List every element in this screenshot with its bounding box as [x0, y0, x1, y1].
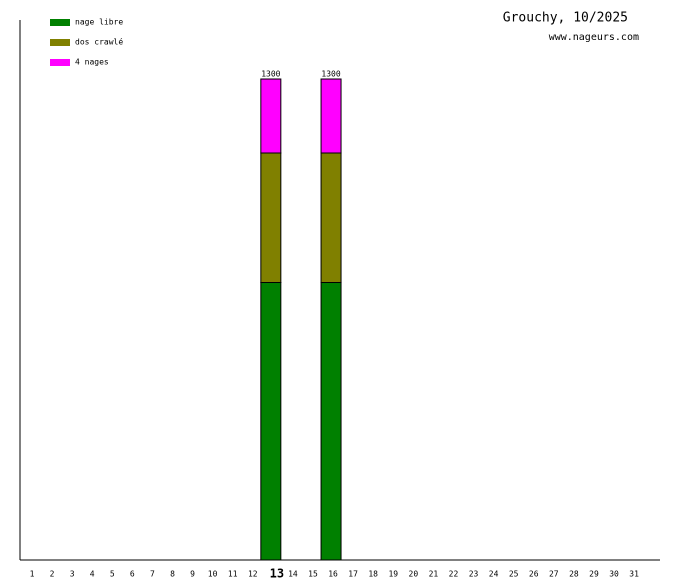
x-tick-label: 23 — [469, 570, 479, 579]
x-tick-label: 16 — [328, 570, 338, 579]
x-tick-label: 11 — [228, 570, 238, 579]
bar-segment — [260, 78, 282, 154]
x-tick-label: 13 — [270, 567, 284, 580]
x-tick-label: 25 — [509, 570, 519, 579]
x-tick-label: 10 — [208, 570, 218, 579]
x-tick-label: 8 — [170, 570, 175, 579]
bar-segment — [320, 152, 342, 283]
total-label: 1300 — [261, 70, 280, 79]
chart-title: Grouchy, 10/2025 — [503, 11, 628, 26]
x-tick-label: 17 — [348, 570, 358, 579]
x-tick-label: 20 — [409, 570, 419, 579]
legend-label: nage libre — [75, 18, 123, 27]
legend-swatch — [50, 59, 70, 66]
x-tick-label: 2 — [50, 570, 55, 579]
bar-segment — [260, 152, 282, 283]
x-tick-label: 12 — [248, 570, 258, 579]
x-tick-label: 9 — [190, 570, 195, 579]
x-tick-label: 22 — [449, 570, 459, 579]
bar-segment — [320, 282, 342, 561]
x-tick-label: 1 — [30, 570, 35, 579]
x-tick-label: 4 — [90, 570, 95, 579]
legend-label: dos crawlé — [75, 37, 123, 47]
legend-swatch — [50, 39, 70, 46]
x-tick-label: 18 — [368, 570, 378, 579]
x-tick-label: 15 — [308, 570, 318, 579]
x-tick-label: 26 — [529, 570, 539, 579]
x-tick-label: 7 — [150, 570, 155, 579]
x-tick-label: 28 — [569, 570, 579, 579]
total-label: 1300 — [321, 70, 340, 79]
x-tick-label: 30 — [609, 570, 619, 579]
x-tick-label: 29 — [589, 570, 599, 579]
x-tick-label: 19 — [388, 570, 398, 579]
x-tick-label: 24 — [489, 570, 499, 579]
legend-swatch — [50, 19, 70, 26]
x-tick-label: 5 — [110, 570, 115, 579]
bar-segment — [320, 78, 342, 154]
x-tick-label: 14 — [288, 570, 298, 579]
x-tick-label: 6 — [130, 570, 135, 579]
legend-label: 4 nages — [75, 58, 109, 67]
x-tick-label: 27 — [549, 570, 559, 579]
chart-subtitle: www.nageurs.com — [549, 32, 639, 43]
x-tick-label: 31 — [629, 570, 639, 579]
x-tick-label: 21 — [429, 570, 439, 579]
bar-segment — [260, 282, 282, 561]
x-tick-label: 3 — [70, 570, 75, 579]
